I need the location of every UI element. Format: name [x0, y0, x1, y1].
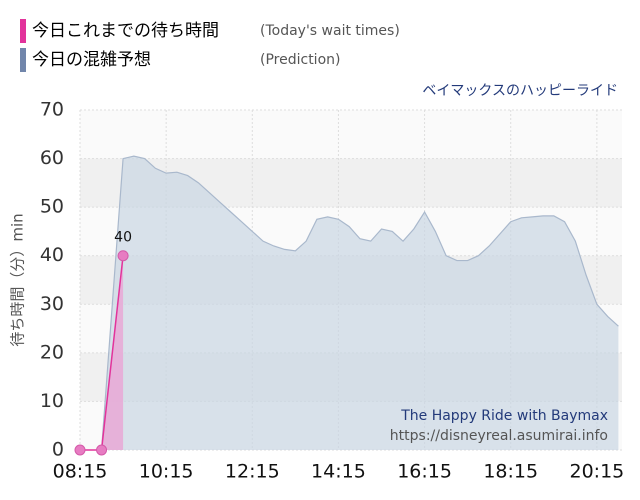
y-tick-label: 30 [40, 293, 64, 315]
data-label: 40 [114, 230, 132, 246]
series-area [80, 255, 124, 450]
legend-label: 今日の混雑予想 [32, 50, 151, 70]
watermark: The Happy Ride with Baymax [400, 408, 608, 424]
x-tick-label: 12:15 [225, 461, 280, 483]
legend-note: (Today's wait times) [260, 23, 400, 39]
y-tick-label: 10 [40, 390, 64, 412]
data-point [74, 444, 86, 456]
x-tick-label: 14:15 [311, 461, 366, 483]
legend-swatch [20, 19, 26, 43]
y-tick-label: 40 [40, 244, 64, 266]
y-tick-label: 60 [40, 147, 64, 169]
data-point [117, 250, 129, 262]
series-line [100, 155, 619, 451]
plot: 0 10 20 30 40 50 60 70 08:15 10:15 12:15 14:15 16:15… [40, 99, 624, 483]
watermark: https://disneyreal.asumirai.info [390, 428, 608, 444]
x-tick-label: 20:15 [569, 461, 624, 483]
data-point [96, 444, 108, 456]
y-tick-label: 70 [40, 99, 64, 121]
legend-label: 今日これまでの待ち時間 [32, 21, 219, 41]
legend-swatch [20, 48, 26, 72]
x-tick-label: 16:15 [397, 461, 452, 483]
subtitle: ベイマックスのハッピーライド [422, 83, 618, 99]
x-tick-label: 10:15 [139, 461, 194, 483]
x-tick-label: 18:15 [483, 461, 538, 483]
y-axis-label: 待ち時間（分）min [9, 213, 27, 346]
series-area [101, 156, 619, 450]
x-tick-label: 08:15 [53, 461, 108, 483]
legend-note: (Prediction) [260, 52, 340, 68]
y-tick-label: 0 [52, 439, 64, 461]
y-tick-label: 50 [40, 196, 64, 218]
y-tick-label: 20 [40, 341, 64, 363]
